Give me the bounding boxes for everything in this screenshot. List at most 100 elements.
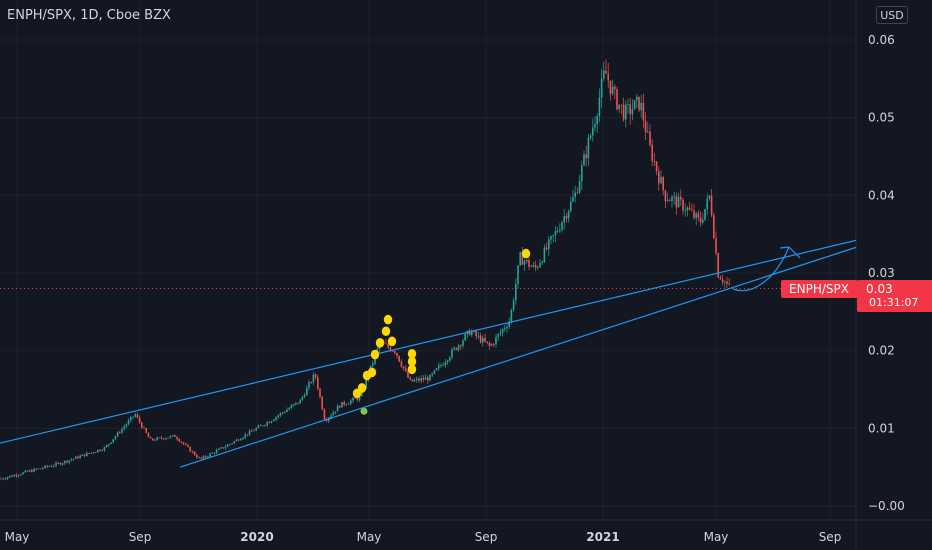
candle-body — [396, 352, 398, 356]
candle-body — [446, 360, 449, 363]
candle-body — [486, 341, 488, 343]
projection-arrow[interactable] — [732, 246, 801, 292]
candle-body — [242, 437, 244, 440]
signal-dot — [407, 356, 417, 367]
series-label: ENPH/SPX — [781, 280, 857, 298]
price-axis[interactable]: 0.06 0.05 0.04 0.03 0.02 0.01 −0.00 — [868, 33, 905, 513]
candle-body — [411, 379, 414, 382]
candle-body — [389, 347, 392, 351]
candle-body — [589, 135, 592, 139]
candle-body — [330, 415, 332, 418]
candle-body — [644, 120, 647, 133]
candle-body — [673, 196, 675, 198]
candle-body — [695, 213, 697, 218]
candle-body — [202, 456, 205, 459]
markers — [352, 248, 531, 415]
candle-body — [596, 116, 598, 124]
candle-body — [222, 447, 224, 449]
candle-body — [508, 321, 510, 327]
candle-body — [385, 343, 387, 345]
candle-body — [279, 413, 282, 416]
candle-body — [658, 171, 660, 184]
candle-body — [583, 154, 585, 166]
candle-body — [627, 104, 629, 106]
candle-body — [341, 401, 343, 408]
candle-body — [537, 267, 539, 268]
candle-body — [697, 213, 700, 218]
candle-body — [145, 428, 147, 433]
candle-body — [664, 190, 667, 202]
candle-body — [594, 123, 596, 128]
trendlines[interactable] — [0, 239, 857, 468]
candle-body — [244, 434, 246, 438]
candle-body — [125, 424, 128, 427]
candle-body — [572, 197, 574, 202]
candle-body — [407, 370, 409, 378]
candle-body — [554, 231, 557, 236]
candle-body — [431, 373, 433, 376]
candle-body — [633, 100, 636, 110]
candle-body — [334, 411, 337, 413]
candle-body — [77, 456, 79, 459]
candle-body — [655, 161, 658, 172]
candle-body — [218, 448, 220, 451]
candle-body — [545, 247, 548, 250]
candle-body — [103, 447, 106, 451]
candle-body — [110, 442, 112, 444]
candle-body — [671, 196, 673, 201]
candle-body — [20, 474, 22, 476]
candle-body — [152, 438, 154, 440]
candle-body — [57, 462, 59, 464]
candle-body — [497, 334, 499, 338]
candle-body — [354, 397, 356, 399]
candle-body — [636, 96, 638, 101]
candle-body — [264, 425, 266, 426]
candle-body — [442, 365, 444, 366]
candle-body — [699, 217, 702, 223]
candle-body — [603, 70, 605, 79]
candle-body — [198, 457, 200, 459]
candle-body — [70, 459, 73, 461]
candle-body — [211, 452, 213, 454]
candle-body — [680, 196, 682, 200]
candle-body — [462, 340, 464, 346]
y-tick-label: 0.04 — [868, 188, 895, 202]
candle-body — [332, 412, 334, 416]
candle-body — [517, 265, 519, 284]
candle-body — [292, 404, 295, 406]
candle-body — [618, 104, 620, 110]
candle-body — [55, 462, 57, 466]
candle-body — [631, 109, 634, 115]
candle-body — [308, 382, 310, 388]
candle-body — [180, 441, 183, 443]
candle-body — [22, 472, 24, 475]
candle-body — [299, 399, 301, 404]
candle-body — [578, 181, 581, 193]
candle-body — [273, 419, 275, 421]
candle-body — [427, 377, 429, 381]
candle-body — [625, 104, 627, 120]
candle-body — [548, 239, 550, 250]
candle-body — [295, 402, 297, 405]
candle-body — [119, 432, 121, 434]
signal-dot — [370, 349, 380, 360]
candle-body — [251, 430, 253, 432]
candle-body — [587, 138, 590, 159]
candle-body — [726, 281, 728, 284]
candle-body — [642, 102, 645, 121]
candle-body — [72, 458, 75, 460]
candle-body — [563, 216, 565, 223]
time-axis[interactable]: May Sep 2020 May Sep 2021 May Sep — [5, 530, 842, 544]
candle-body — [262, 425, 264, 427]
candle-body — [33, 468, 35, 472]
candle-body — [519, 252, 521, 266]
candle-body — [704, 209, 706, 220]
candle-body — [53, 465, 55, 467]
currency-button[interactable]: USD — [876, 6, 908, 24]
candle-body — [429, 375, 431, 381]
x-tick-label: May — [704, 530, 729, 544]
candle-body — [614, 86, 616, 90]
signal-dot — [407, 364, 417, 375]
